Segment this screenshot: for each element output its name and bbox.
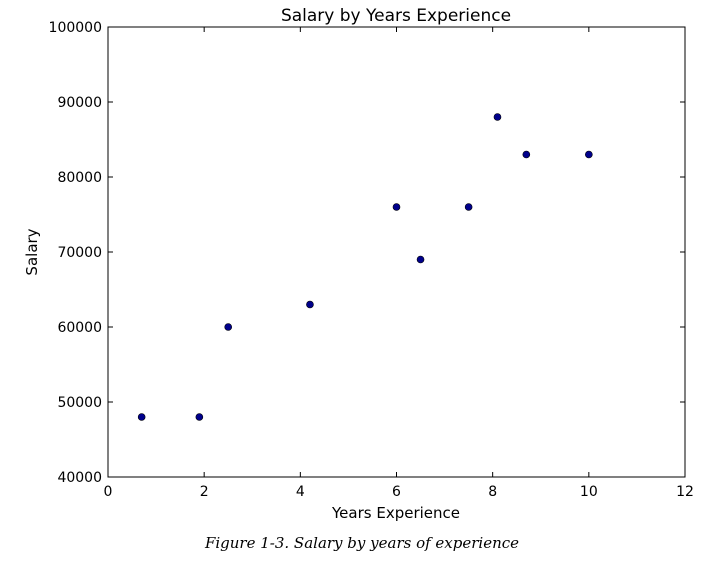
data-point — [392, 203, 401, 211]
y-tick-label: 70000 — [57, 245, 102, 261]
x-axis-ticks: 0 2 4 6 8 10 12 — [104, 27, 694, 500]
data-point — [224, 323, 233, 331]
y-axis-label: Salary — [23, 228, 41, 275]
data-point — [464, 203, 473, 211]
chart-title: Salary by Years Experience — [281, 6, 511, 26]
x-tick-label: 12 — [676, 484, 694, 500]
y-tick-label: 90000 — [57, 95, 102, 111]
figure-caption: Figure 1-3. Salary by years of experienc… — [204, 534, 520, 552]
y-tick-label: 60000 — [57, 320, 102, 336]
x-tick-label: 10 — [580, 484, 598, 500]
scatter-chart: Salary by Years Experience 0 2 4 6 8 10 12 400… — [23, 6, 694, 522]
data-point — [137, 413, 146, 421]
y-tick-label: 50000 — [57, 395, 102, 411]
x-tick-label: 2 — [200, 484, 209, 500]
x-axis-label: Years Experience — [331, 504, 460, 522]
y-axis-ticks: 40000 50000 60000 70000 80000 90000 100000 — [49, 20, 685, 486]
y-tick-label: 40000 — [57, 470, 102, 486]
plot-area — [107, 26, 686, 478]
y-tick-label: 80000 — [57, 170, 102, 186]
data-point — [522, 150, 531, 159]
x-tick-label: 6 — [392, 484, 401, 500]
x-tick-label: 4 — [296, 484, 305, 500]
data-point — [585, 150, 593, 159]
data-point — [416, 255, 425, 264]
data-points — [137, 113, 593, 421]
data-point — [306, 300, 314, 309]
x-tick-label: 0 — [104, 484, 113, 500]
x-tick-label: 8 — [488, 484, 497, 500]
y-tick-label: 100000 — [49, 20, 102, 36]
data-point — [195, 413, 204, 421]
data-point — [493, 113, 502, 121]
